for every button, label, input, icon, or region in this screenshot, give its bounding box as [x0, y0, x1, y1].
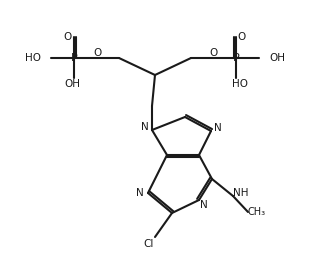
Text: HO: HO: [232, 79, 248, 89]
Text: O: O: [93, 48, 101, 58]
Text: HO: HO: [25, 53, 41, 63]
Text: O: O: [64, 32, 72, 42]
Text: OH: OH: [269, 53, 285, 63]
Text: NH: NH: [233, 188, 249, 198]
Text: O: O: [209, 48, 217, 58]
Text: OH: OH: [64, 79, 80, 89]
Text: P: P: [71, 53, 77, 63]
Text: N: N: [136, 188, 144, 198]
Text: CH₃: CH₃: [248, 207, 266, 217]
Text: P: P: [233, 53, 239, 63]
Text: N: N: [214, 123, 222, 133]
Text: N: N: [141, 122, 149, 132]
Text: N: N: [200, 200, 208, 210]
Text: Cl: Cl: [144, 239, 154, 249]
Text: O: O: [238, 32, 246, 42]
